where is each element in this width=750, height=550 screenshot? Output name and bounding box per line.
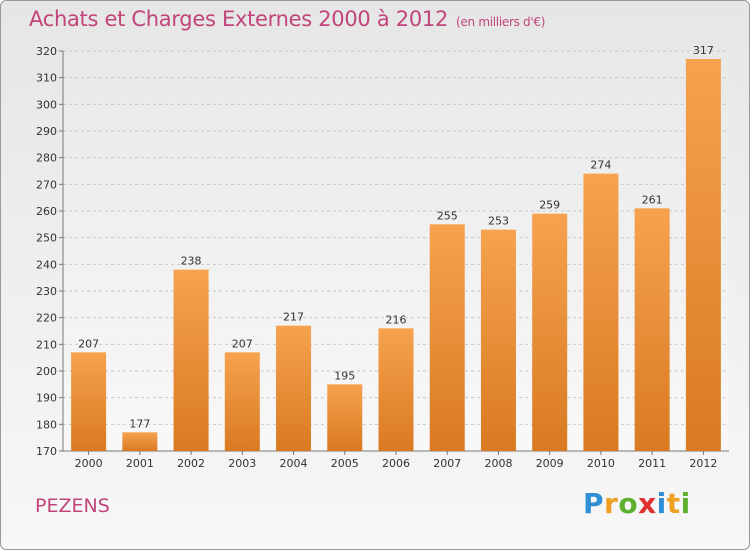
bar — [429, 224, 465, 451]
bar-value-label: 217 — [283, 311, 304, 324]
logo-letter: i — [656, 487, 667, 520]
bar — [122, 432, 158, 451]
y-tick-label: 280 — [36, 152, 57, 165]
bar-value-label: 259 — [539, 199, 560, 212]
x-tick-label: 2010 — [587, 457, 615, 470]
x-tick-label: 2003 — [228, 457, 256, 470]
bar-value-label: 253 — [488, 215, 509, 228]
logo-letter: P — [583, 487, 605, 520]
bar — [173, 269, 209, 451]
y-tick-label: 200 — [36, 365, 57, 378]
logo-letter: r — [604, 487, 619, 520]
bar-value-label: 255 — [437, 209, 458, 222]
bar-value-label: 317 — [693, 44, 714, 57]
y-tick-label: 230 — [36, 285, 57, 298]
bar-value-label: 216 — [386, 313, 407, 326]
bar-value-label: 238 — [181, 255, 202, 268]
y-tick-label: 300 — [36, 98, 57, 111]
y-tick-label: 270 — [36, 178, 57, 191]
chart-title: Achats et Charges Externes 2000 à 2012 (e… — [29, 7, 545, 31]
logo-letter: o — [618, 487, 639, 520]
bar — [378, 328, 414, 451]
proxiti-logo: Proxiti — [583, 487, 691, 520]
bar — [276, 325, 312, 451]
bar — [583, 173, 619, 451]
bar — [71, 352, 107, 451]
x-tick-label: 2011 — [638, 457, 666, 470]
bar-value-label: 274 — [590, 159, 611, 172]
x-tick-label: 2005 — [331, 457, 359, 470]
x-tick-label: 2001 — [126, 457, 154, 470]
bar-value-label: 195 — [334, 369, 355, 382]
y-tick-label: 220 — [36, 312, 57, 325]
y-tick-label: 290 — [36, 125, 57, 138]
x-tick-label: 2009 — [536, 457, 564, 470]
x-tick-label: 2007 — [433, 457, 461, 470]
bar-value-label: 177 — [129, 417, 150, 430]
chart-title-text: Achats et Charges Externes 2000 à 2012 — [29, 7, 449, 31]
bar — [224, 352, 260, 451]
chart-unit-note: (en milliers d'€) — [456, 15, 546, 29]
x-tick-label: 2000 — [75, 457, 103, 470]
bar-value-label: 207 — [232, 337, 253, 350]
y-tick-label: 310 — [36, 72, 57, 85]
y-tick-label: 210 — [36, 338, 57, 351]
bar — [532, 213, 568, 451]
x-tick-label: 2012 — [689, 457, 717, 470]
x-tick-label: 2008 — [484, 457, 512, 470]
bar — [685, 59, 721, 451]
bar — [327, 384, 363, 451]
logo-letter: i — [680, 487, 691, 520]
logo-letter: t — [666, 487, 681, 520]
bar — [480, 229, 516, 451]
y-tick-label: 180 — [36, 418, 57, 431]
bar-value-label: 207 — [78, 337, 99, 350]
x-tick-label: 2004 — [280, 457, 308, 470]
y-tick-label: 240 — [36, 258, 57, 271]
y-tick-label: 170 — [36, 445, 57, 458]
bar — [634, 208, 670, 451]
y-tick-label: 190 — [36, 392, 57, 405]
x-tick-label: 2006 — [382, 457, 410, 470]
x-tick-label: 2002 — [177, 457, 205, 470]
y-tick-label: 320 — [36, 45, 57, 58]
y-tick-label: 260 — [36, 205, 57, 218]
y-tick-label: 250 — [36, 232, 57, 245]
bar-value-label: 261 — [642, 193, 663, 206]
logo-letter: x — [638, 487, 657, 520]
commune-name: PEZENS — [35, 495, 110, 517]
